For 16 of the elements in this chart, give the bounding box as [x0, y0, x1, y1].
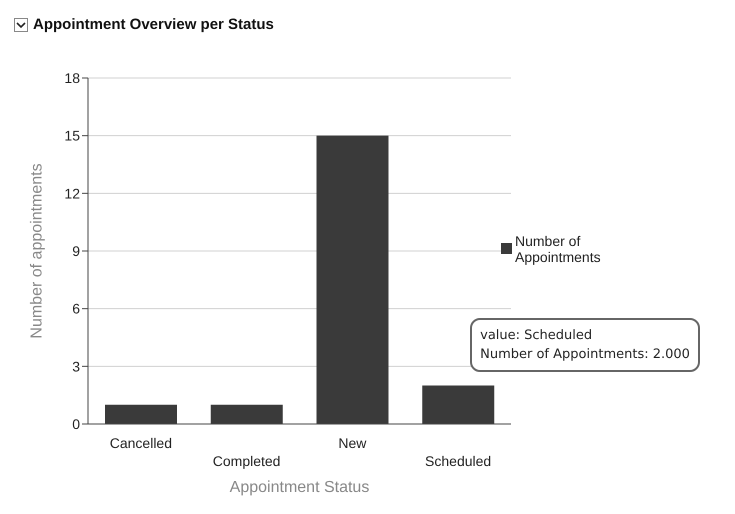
x-tick-label: Scheduled — [425, 453, 492, 469]
y-tick-label: 0 — [72, 416, 80, 432]
chart-title: Appointment Overview per Status — [32, 16, 274, 33]
x-tick-label: Completed — [212, 453, 280, 469]
x-tick-label: Cancelled — [110, 435, 172, 451]
y-tick-label: 3 — [72, 358, 80, 374]
y-tick-label: 12 — [64, 185, 80, 202]
annotation: value: Scheduled Number of Appointments: 2.000 — [470, 318, 700, 372]
y-tick-label: 15 — [64, 128, 80, 144]
y-tick-label: 18 — [64, 70, 80, 86]
y-tick-label: 9 — [72, 242, 80, 259]
y-tick-label: 6 — [72, 300, 80, 317]
y-axis-title: Number of appointments — [28, 163, 46, 339]
x-axis-title: Appointment Status — [230, 479, 370, 496]
legend-label: Number of Appointments — [515, 233, 602, 265]
x-tick-label: New — [338, 435, 368, 451]
